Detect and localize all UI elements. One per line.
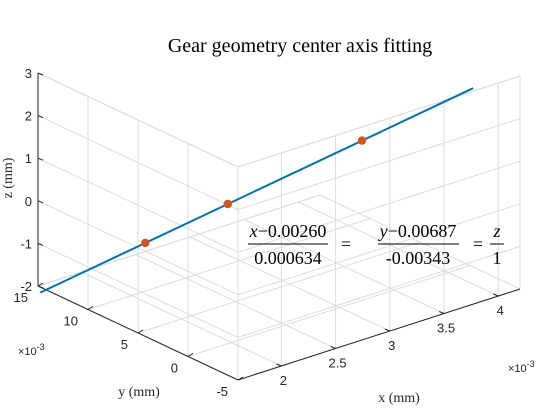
y-exponent-label: ×10-3 xyxy=(18,342,45,358)
wall-grid-z xyxy=(37,115,239,211)
x-tick-mark xyxy=(276,363,282,367)
x-exponent-label: ×10-3 xyxy=(508,359,535,375)
x-tick-mark xyxy=(493,293,499,297)
y-tick-label: 15 xyxy=(14,290,28,305)
wall2-grid-z xyxy=(237,160,521,253)
x-tick-label: 3.5 xyxy=(437,321,455,336)
wall2-grid-z xyxy=(237,118,521,211)
z-tick-mark xyxy=(37,200,44,204)
y-tick-label: 0 xyxy=(171,361,178,376)
z-tick-label: -2 xyxy=(20,279,32,294)
pane-edge xyxy=(319,194,521,290)
z-tick-mark xyxy=(37,157,44,161)
data-point xyxy=(357,136,367,145)
z-tick-mark xyxy=(37,72,44,76)
wall-grid-z xyxy=(37,242,239,338)
y-tick-mark xyxy=(87,306,94,310)
x-axis-label: x (mm) xyxy=(378,391,420,406)
y-tick-mark xyxy=(187,353,194,357)
y-tick-mark xyxy=(37,282,44,287)
z-tick-label: 1 xyxy=(25,151,32,166)
data-points xyxy=(141,136,367,248)
eq-term3-numerator: z xyxy=(492,221,500,241)
tick-labels: -2 -1 0 1 2 3 -5 0 5 10 15 2 2.5 3 3.5 4 xyxy=(14,66,504,399)
eq-term1-numerator: x−0.00260 xyxy=(249,221,327,241)
floor-grid-y xyxy=(87,218,371,310)
fit-line xyxy=(39,87,474,294)
y-tick-label: 10 xyxy=(64,314,78,329)
y-tick-mark xyxy=(137,329,144,334)
x-tick-label: 2.5 xyxy=(329,356,347,371)
y-axis-label: y (mm) xyxy=(118,385,160,400)
y-tick-mark xyxy=(237,376,244,381)
wall2-grid-z xyxy=(237,203,521,296)
eq-term3-denominator: 1 xyxy=(493,248,502,268)
wall-grid-z xyxy=(37,157,239,253)
y-tick-label: 5 xyxy=(121,337,128,352)
z-tick-mark xyxy=(37,285,44,289)
axis-equation: x−0.00260 0.000634 = y−0.00687 -0.00343 … xyxy=(248,221,504,268)
wall-grid-z xyxy=(37,200,239,296)
pane-edge xyxy=(37,72,239,168)
x-tick-label: 2 xyxy=(280,373,287,388)
eq-term2-numerator: y−0.00687 xyxy=(378,221,457,241)
pane-edge xyxy=(237,75,521,168)
axis-lines xyxy=(37,72,521,381)
y-tick-label: -5 xyxy=(216,384,228,399)
x-tick-mark xyxy=(330,346,336,349)
floor-grid-y xyxy=(137,241,421,334)
floor-grid-y xyxy=(187,265,471,357)
x-tick-label: 4 xyxy=(497,303,504,318)
z-tick-label: 0 xyxy=(25,194,32,209)
eq-term1-denominator: 0.000634 xyxy=(254,248,322,268)
wall2-grid-z xyxy=(237,245,521,338)
chart-title: Gear geometry center axis fitting xyxy=(168,35,432,57)
x-tick-mark xyxy=(384,328,390,332)
eq-term2-denominator: -0.00343 xyxy=(386,248,451,268)
z-tick-label: -1 xyxy=(20,236,32,251)
z-tick-mark xyxy=(37,242,44,246)
data-point xyxy=(141,238,150,248)
eq-equals-2: = xyxy=(473,234,483,254)
z-tick-label: 3 xyxy=(25,66,32,81)
x-axis-line xyxy=(237,288,521,381)
z-tick-mark xyxy=(37,115,44,119)
z-axis-label: z (mm) xyxy=(1,157,16,198)
data-point xyxy=(223,199,232,209)
z-tick-label: 2 xyxy=(25,109,32,124)
x-tick-label: 3 xyxy=(388,338,395,353)
x-tick-mark xyxy=(438,311,445,314)
eq-equals-1: = xyxy=(341,234,351,254)
